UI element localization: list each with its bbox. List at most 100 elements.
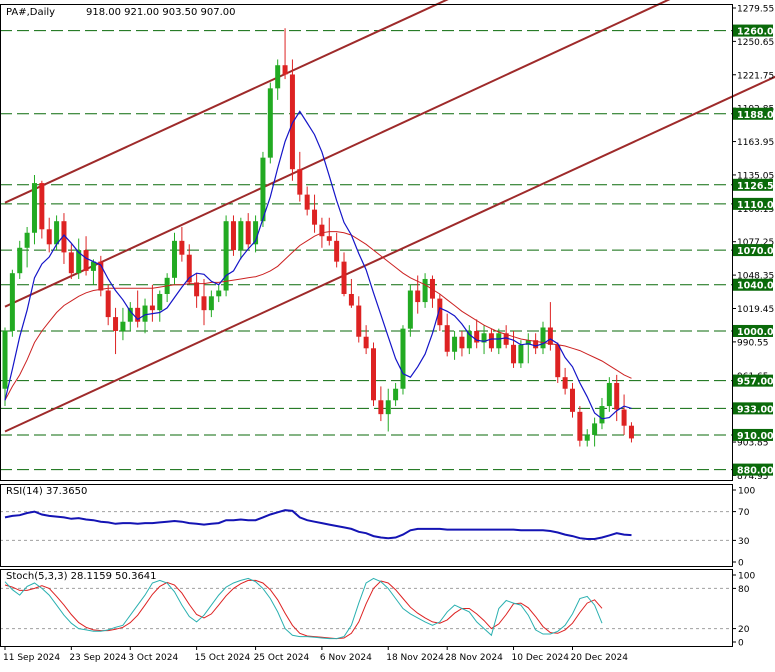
chart-symbol: PA#,Daily [6, 7, 55, 18]
candle-body [90, 261, 96, 271]
candle-body [488, 333, 494, 349]
candle-body [267, 88, 273, 158]
time-tick-label: 10 Dec 2024 [512, 653, 570, 663]
price-tick-label: 1250.65 [737, 38, 774, 48]
time-axis: 11 Sep 2024 23 Sep 2024 3 Oct 2024 15 Oct 2… [3, 646, 628, 663]
candle-body [319, 224, 325, 237]
candle-body [120, 321, 126, 331]
candle-body [149, 305, 155, 311]
stoch-title: Stoch(5,3,3) 28.1159 50.3641 [6, 571, 157, 582]
candle-body [179, 240, 185, 255]
candle-body [260, 157, 266, 222]
rsi-line [4, 509, 632, 540]
candle-body [606, 382, 612, 407]
candle-body [17, 247, 23, 274]
candle-body [334, 240, 340, 262]
price-tick-label: 1163.95 [737, 138, 774, 148]
indicator-tick-label: 30 [738, 537, 750, 547]
candle-body [577, 411, 583, 441]
candle-body [54, 221, 60, 245]
candle-body [628, 425, 634, 439]
candle-body [393, 388, 399, 401]
candle-body [245, 221, 251, 245]
candle-body [157, 293, 163, 311]
time-tick-label: 3 Oct 2024 [128, 653, 178, 663]
level-badge [733, 244, 773, 257]
channel-line-0 [4, 0, 449, 204]
candle-body [599, 406, 605, 424]
level-badge-label: 1126.50 [737, 181, 775, 192]
level-badge [733, 278, 773, 291]
price-axis: 1279.551250.651221.751192.851163.951135.… [732, 4, 775, 649]
candle-body [282, 65, 288, 75]
candle-body [592, 423, 598, 435]
level-badge-label: 880.00 [737, 466, 774, 477]
price-tick-label: 903.85 [737, 439, 769, 449]
indicator-tick-label: 0 [738, 559, 744, 569]
candle-body [348, 293, 354, 306]
price-tick-label: 1077.25 [737, 238, 774, 248]
candle-body [68, 252, 74, 274]
level-badge [733, 178, 773, 191]
candle-body [326, 236, 332, 241]
candle-body [31, 183, 37, 233]
stoch-panel [0, 577, 732, 640]
panel-frame-1 [0, 484, 733, 567]
trend-channel [4, 0, 775, 433]
candle-body [481, 333, 487, 343]
level-badge-label: 1070.00 [737, 246, 775, 257]
time-tick-label: 11 Sep 2024 [3, 653, 60, 663]
chart-ohlc: 918.00 921.00 903.50 907.00 [86, 7, 236, 18]
candle-body [547, 327, 553, 345]
moving-averages [4, 110, 632, 420]
candle-body [46, 229, 52, 245]
candle-body [201, 296, 207, 311]
channel-line-2 [4, 75, 775, 433]
candle-body [562, 377, 568, 389]
level-badge [733, 197, 773, 210]
level-badge-label: 1000.00 [737, 327, 775, 338]
candle-body [356, 305, 362, 337]
level-badge [733, 463, 773, 476]
candle-body [614, 382, 620, 410]
time-tick-label: 25 Oct 2024 [254, 653, 310, 663]
candle-body [371, 348, 376, 401]
candle-body [459, 336, 465, 349]
candle-body [518, 344, 524, 364]
time-tick-label: 6 Nov 2024 [320, 653, 372, 663]
indicator-tick-label: 20 [738, 625, 750, 635]
candle-body [422, 278, 428, 303]
candle-body [223, 221, 229, 291]
indicator-tick-label: 80 [738, 585, 750, 595]
panel-frame-0 [0, 4, 733, 481]
candle-body [496, 333, 502, 349]
candle-body [113, 317, 119, 331]
panel-frame-2 [0, 569, 733, 647]
candle-body [511, 344, 517, 364]
level-lines [0, 30, 732, 471]
level-badge [733, 324, 773, 337]
candle-body [385, 400, 391, 415]
candle-body [208, 296, 214, 311]
candle-body [253, 221, 259, 245]
candle-body [540, 327, 546, 349]
candle-body [474, 330, 480, 343]
candle-body [363, 336, 369, 349]
candle-body [76, 250, 82, 274]
time-tick-label: 20 Dec 2024 [570, 653, 628, 663]
channel-line-1 [4, 0, 671, 308]
time-tick-label: 15 Oct 2024 [195, 653, 251, 663]
candle-body [230, 221, 236, 251]
candle-body [83, 250, 89, 271]
time-tick-label: 23 Sep 2024 [69, 653, 126, 663]
candle-body [297, 169, 303, 195]
candle-body [452, 336, 458, 352]
candle-body [569, 388, 575, 412]
stoch-main-line [4, 577, 603, 640]
level-badge [733, 107, 773, 120]
price-tick-label: 874.95 [737, 472, 769, 482]
level-badge-label: 1040.00 [737, 281, 775, 292]
candle-body [24, 232, 30, 248]
candle-body [275, 65, 281, 89]
